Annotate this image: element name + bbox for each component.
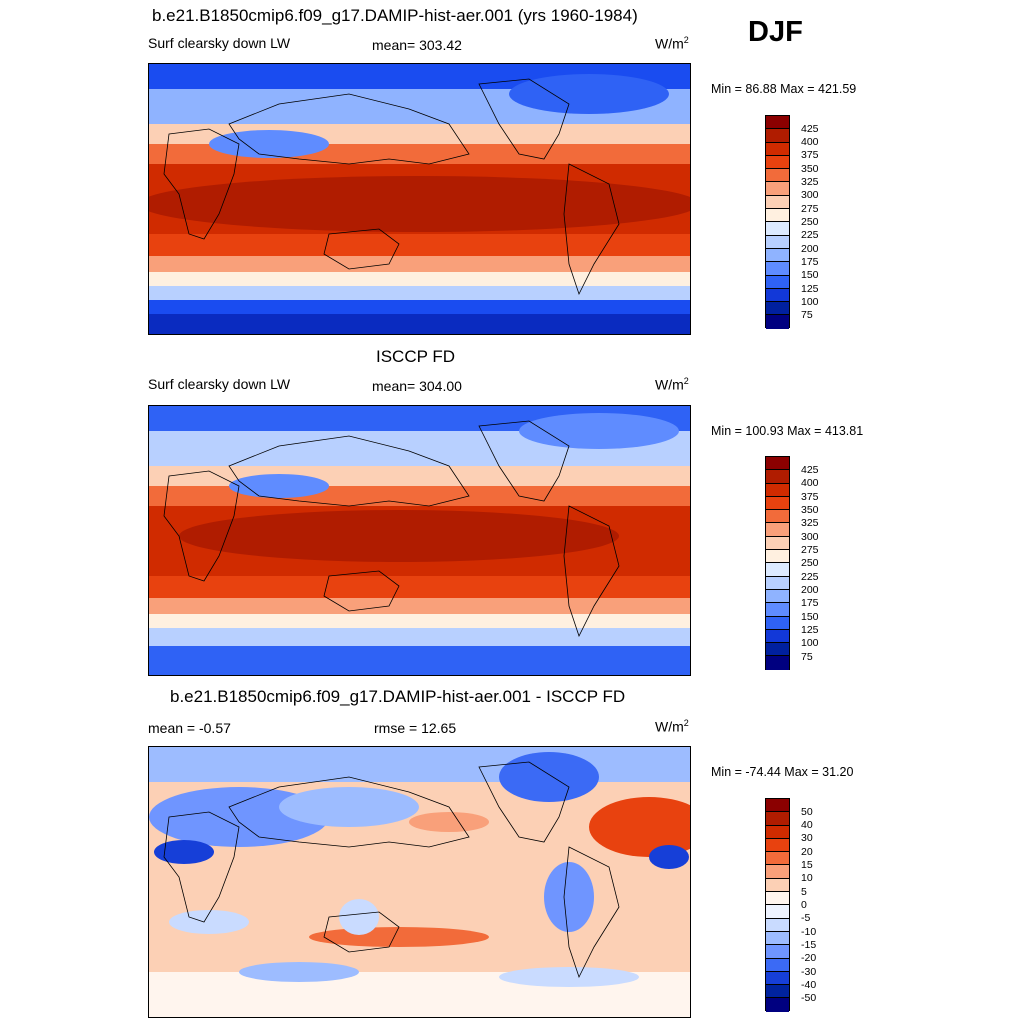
panel1-title: b.e21.B1850cmip6.f09_g17.DAMIP-hist-aer.… <box>152 6 638 25</box>
panel2-tick: 375 <box>801 491 819 503</box>
panel1-tick: 150 <box>801 269 819 281</box>
panel2-tick: 75 <box>801 651 813 663</box>
panel2-tick: 250 <box>801 557 819 569</box>
panel1-tick: 225 <box>801 229 819 241</box>
panel2-tick: 200 <box>801 584 819 596</box>
panel2-variable-label: Surf clearsky down LW <box>148 376 291 392</box>
panel2-tick: 425 <box>801 464 819 476</box>
panel3-tick: 0 <box>801 899 807 911</box>
panel1-map <box>148 63 691 335</box>
panel1-units-label: W/m2 <box>655 35 689 52</box>
panel3-tick: 15 <box>801 859 813 871</box>
panel2-tick: 350 <box>801 504 819 516</box>
panel2-minmax-label: Min = 100.93 Max = 413.81 <box>711 424 864 438</box>
panel1-tick: 100 <box>801 296 819 308</box>
panel1-tick: 175 <box>801 256 819 268</box>
panel2-tick: 300 <box>801 531 819 543</box>
panel2-tick: 100 <box>801 637 819 649</box>
panel1-tick: 250 <box>801 216 819 228</box>
panel1-variable-label: Surf clearsky down LW <box>148 35 291 51</box>
panel3-tick: -15 <box>801 939 817 951</box>
panel3-title: b.e21.B1850cmip6.f09_g17.DAMIP-hist-aer.… <box>170 687 626 706</box>
panel3-map <box>148 746 691 1018</box>
panel2-mean-label: mean= 304.00 <box>372 378 462 394</box>
panel3-tick: 20 <box>801 846 813 858</box>
panel3-mean-label: mean = -0.57 <box>148 720 231 736</box>
panel1-tick: 425 <box>801 123 819 135</box>
panel3-tick: 10 <box>801 872 813 884</box>
panel1-tick: 275 <box>801 203 819 215</box>
panel2-tick: 400 <box>801 477 819 489</box>
panel3-rmse-label: rmse = 12.65 <box>374 720 457 736</box>
panel2-tick: 325 <box>801 517 819 529</box>
panel3-tick: -20 <box>801 952 817 964</box>
panel1-tick: 300 <box>801 189 819 201</box>
panel2-units-label: W/m2 <box>655 376 689 393</box>
panel2-colorbar <box>765 456 790 670</box>
panel3-tick: 40 <box>801 819 813 831</box>
panel1-tick: 200 <box>801 243 819 255</box>
panel1-tick: 350 <box>801 163 819 175</box>
season-label: DJF <box>748 16 803 48</box>
panel2-title: ISCCP FD <box>376 347 456 366</box>
panel2-map <box>148 405 691 676</box>
panel3-tick: -30 <box>801 966 817 978</box>
panel3-minmax-label: Min = -74.44 Max = 31.20 <box>711 765 854 779</box>
panel3-tick: -5 <box>801 912 811 924</box>
panel2-tick: 275 <box>801 544 819 556</box>
panel1-tick: 375 <box>801 149 819 161</box>
panel1-tick: 325 <box>801 176 819 188</box>
panel1-mean-label: mean= 303.42 <box>372 37 462 53</box>
panel1-minmax-label: Min = 86.88 Max = 421.59 <box>711 82 857 96</box>
panel3-tick: 5 <box>801 886 807 898</box>
panel1-tick: 125 <box>801 283 819 295</box>
panel2-tick: 175 <box>801 597 819 609</box>
panel1-tick: 75 <box>801 309 813 321</box>
panel1-tick: 400 <box>801 136 819 148</box>
panel2-tick: 125 <box>801 624 819 636</box>
panel2-tick: 225 <box>801 571 819 583</box>
panel1-colorbar <box>765 115 790 329</box>
panel3-units-label: W/m2 <box>655 718 689 735</box>
panel3-tick: -40 <box>801 979 817 991</box>
panel3-colorbar <box>765 798 790 1012</box>
panel3-tick: 50 <box>801 806 813 818</box>
panel2-tick: 150 <box>801 611 819 623</box>
panel3-tick: -10 <box>801 926 817 938</box>
panel3-tick: -50 <box>801 992 817 1004</box>
panel3-tick: 30 <box>801 832 813 844</box>
